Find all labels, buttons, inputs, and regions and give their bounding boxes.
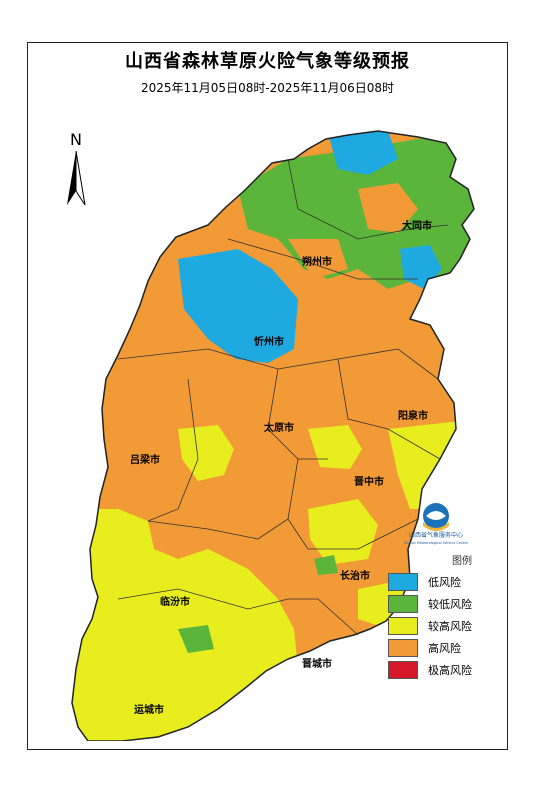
legend-swatch-high	[388, 638, 418, 657]
city-labels: 大同市 朔州市 忻州市 太原市 阳泉市 吕梁市 晋中市 长治市 临汾市 晋城市 …	[130, 219, 432, 716]
city-label-shuozhou: 朔州市	[302, 255, 332, 268]
legend-label-low: 低风险	[428, 575, 461, 589]
city-label-changzhi: 长治市	[340, 569, 370, 582]
city-label-datong: 大同市	[402, 219, 432, 232]
legend-swatch-lower	[388, 594, 418, 613]
map-subtitle: 2025年11月05日08时-2025年11月06日08时	[140, 81, 395, 95]
legend-label-extreme: 极高风险	[428, 663, 472, 677]
map-frame: 山西省森林草原火险气象等级预报 2025年11月05日08时-2025年11月0…	[27, 42, 508, 750]
legend-swatch-low	[388, 572, 418, 591]
city-label-jincheng: 晋城市	[302, 657, 332, 670]
city-label-lvliang: 吕梁市	[130, 453, 160, 466]
city-label-xinzhou: 忻州市	[254, 335, 284, 348]
map-title: 山西省森林草原火险气象等级预报	[125, 51, 410, 72]
north-label: N	[70, 131, 82, 149]
province-border	[71, 130, 475, 741]
city-label-yuncheng: 运城市	[134, 703, 164, 716]
logo-subname: Shanxi Meteorological Service Centre	[404, 541, 467, 545]
service-centre-logo: 山西省气象服务中心 Shanxi Meteorological Service …	[404, 503, 468, 545]
legend-label-lower: 较低风险	[428, 597, 472, 611]
legend-item-high: 高风险	[388, 637, 498, 658]
legend-item-low: 低风险	[388, 571, 498, 592]
legend-title: 图例	[452, 556, 472, 567]
map-legend: 图例 低风险 较低风险 较高风险 高风险 极高风险	[388, 552, 498, 681]
city-label-linfen: 临汾市	[160, 595, 190, 608]
city-label-jinzhong: 晋中市	[354, 475, 384, 488]
legend-item-higher: 较高风险	[388, 615, 498, 636]
legend-label-high: 高风险	[428, 641, 461, 655]
legend-swatch-higher	[388, 616, 418, 635]
north-arrow-icon: N	[67, 131, 86, 206]
legend-swatch-extreme	[388, 660, 418, 679]
city-borders	[117, 158, 449, 636]
shanxi-map: 大同市 朔州市 忻州市 太原市 阳泉市 吕梁市 晋中市 长治市 临汾市 晋城市 …	[71, 130, 475, 741]
logo-name: 山西省气象服务中心	[409, 531, 463, 539]
legend-item-extreme: 极高风险	[388, 659, 498, 680]
legend-item-lower: 较低风险	[388, 593, 498, 614]
legend-label-higher: 较高风险	[428, 619, 472, 633]
city-label-yangquan: 阳泉市	[398, 409, 428, 422]
city-label-taiyuan: 太原市	[263, 421, 294, 434]
